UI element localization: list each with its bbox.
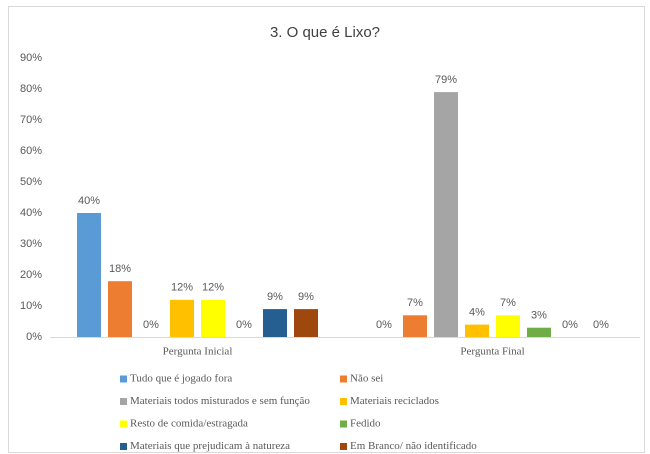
y-tick-label: 40% [20, 207, 42, 219]
y-tick-label: 10% [20, 300, 42, 312]
legend-label: Materiais reciclados [350, 395, 439, 407]
data-label: 79% [435, 74, 457, 86]
data-label: 12% [202, 282, 224, 294]
data-label: 40% [78, 195, 100, 207]
x-tick-label: Pergunta Inicial [163, 346, 233, 358]
data-label: 9% [267, 291, 283, 303]
y-tick-label: 50% [20, 176, 42, 188]
bar [294, 309, 318, 337]
legend-swatch [340, 420, 347, 428]
legend-label: Tudo que é jogado fora [130, 373, 232, 385]
legend-swatch [120, 398, 127, 405]
legend-label: Fedido [350, 418, 381, 430]
legend-swatch [120, 420, 127, 428]
y-tick-label: 70% [20, 114, 42, 126]
bar [263, 309, 287, 337]
chart-frame [8, 6, 645, 453]
y-tick-label: 20% [20, 269, 42, 281]
data-label: 3% [531, 310, 547, 322]
legend-label: Em Branco/ não identificado [350, 440, 477, 452]
y-tick-label: 90% [20, 52, 42, 64]
data-label: 7% [500, 297, 516, 309]
bar [108, 281, 132, 337]
x-tick-label: Pergunta Final [460, 346, 524, 358]
legend-swatch [340, 398, 347, 405]
bar [465, 324, 489, 337]
y-tick-label: 0% [26, 331, 42, 343]
bar [77, 213, 101, 337]
data-label: 4% [469, 307, 485, 319]
bar [434, 92, 458, 337]
legend-label: Resto de comida/estragada [130, 418, 248, 430]
data-label: 0% [236, 319, 252, 331]
legend-swatch [120, 443, 127, 450]
y-tick-label: 80% [20, 83, 42, 95]
data-label: 0% [562, 319, 578, 331]
legend-label: Materiais que prejudicam à natureza [130, 440, 290, 452]
data-label: 18% [109, 263, 131, 275]
y-tick-label: 60% [20, 145, 42, 157]
legend-swatch [120, 375, 127, 383]
legend-label: Materiais todos misturados e sem função [130, 395, 310, 407]
bar [201, 299, 225, 337]
bar [527, 327, 551, 337]
bar [403, 315, 427, 337]
bar [170, 299, 194, 337]
legend-swatch [340, 443, 347, 450]
bar [496, 315, 520, 337]
chart-title: 3. O que é Lixo? [270, 24, 380, 41]
data-label: 0% [593, 319, 609, 331]
legend-label: Não sei [350, 373, 383, 385]
data-label: 0% [376, 319, 392, 331]
data-label: 7% [407, 297, 423, 309]
legend-swatch [340, 375, 347, 383]
data-label: 0% [143, 319, 159, 331]
data-label: 9% [298, 291, 314, 303]
y-tick-label: 30% [20, 238, 42, 250]
data-label: 12% [171, 282, 193, 294]
